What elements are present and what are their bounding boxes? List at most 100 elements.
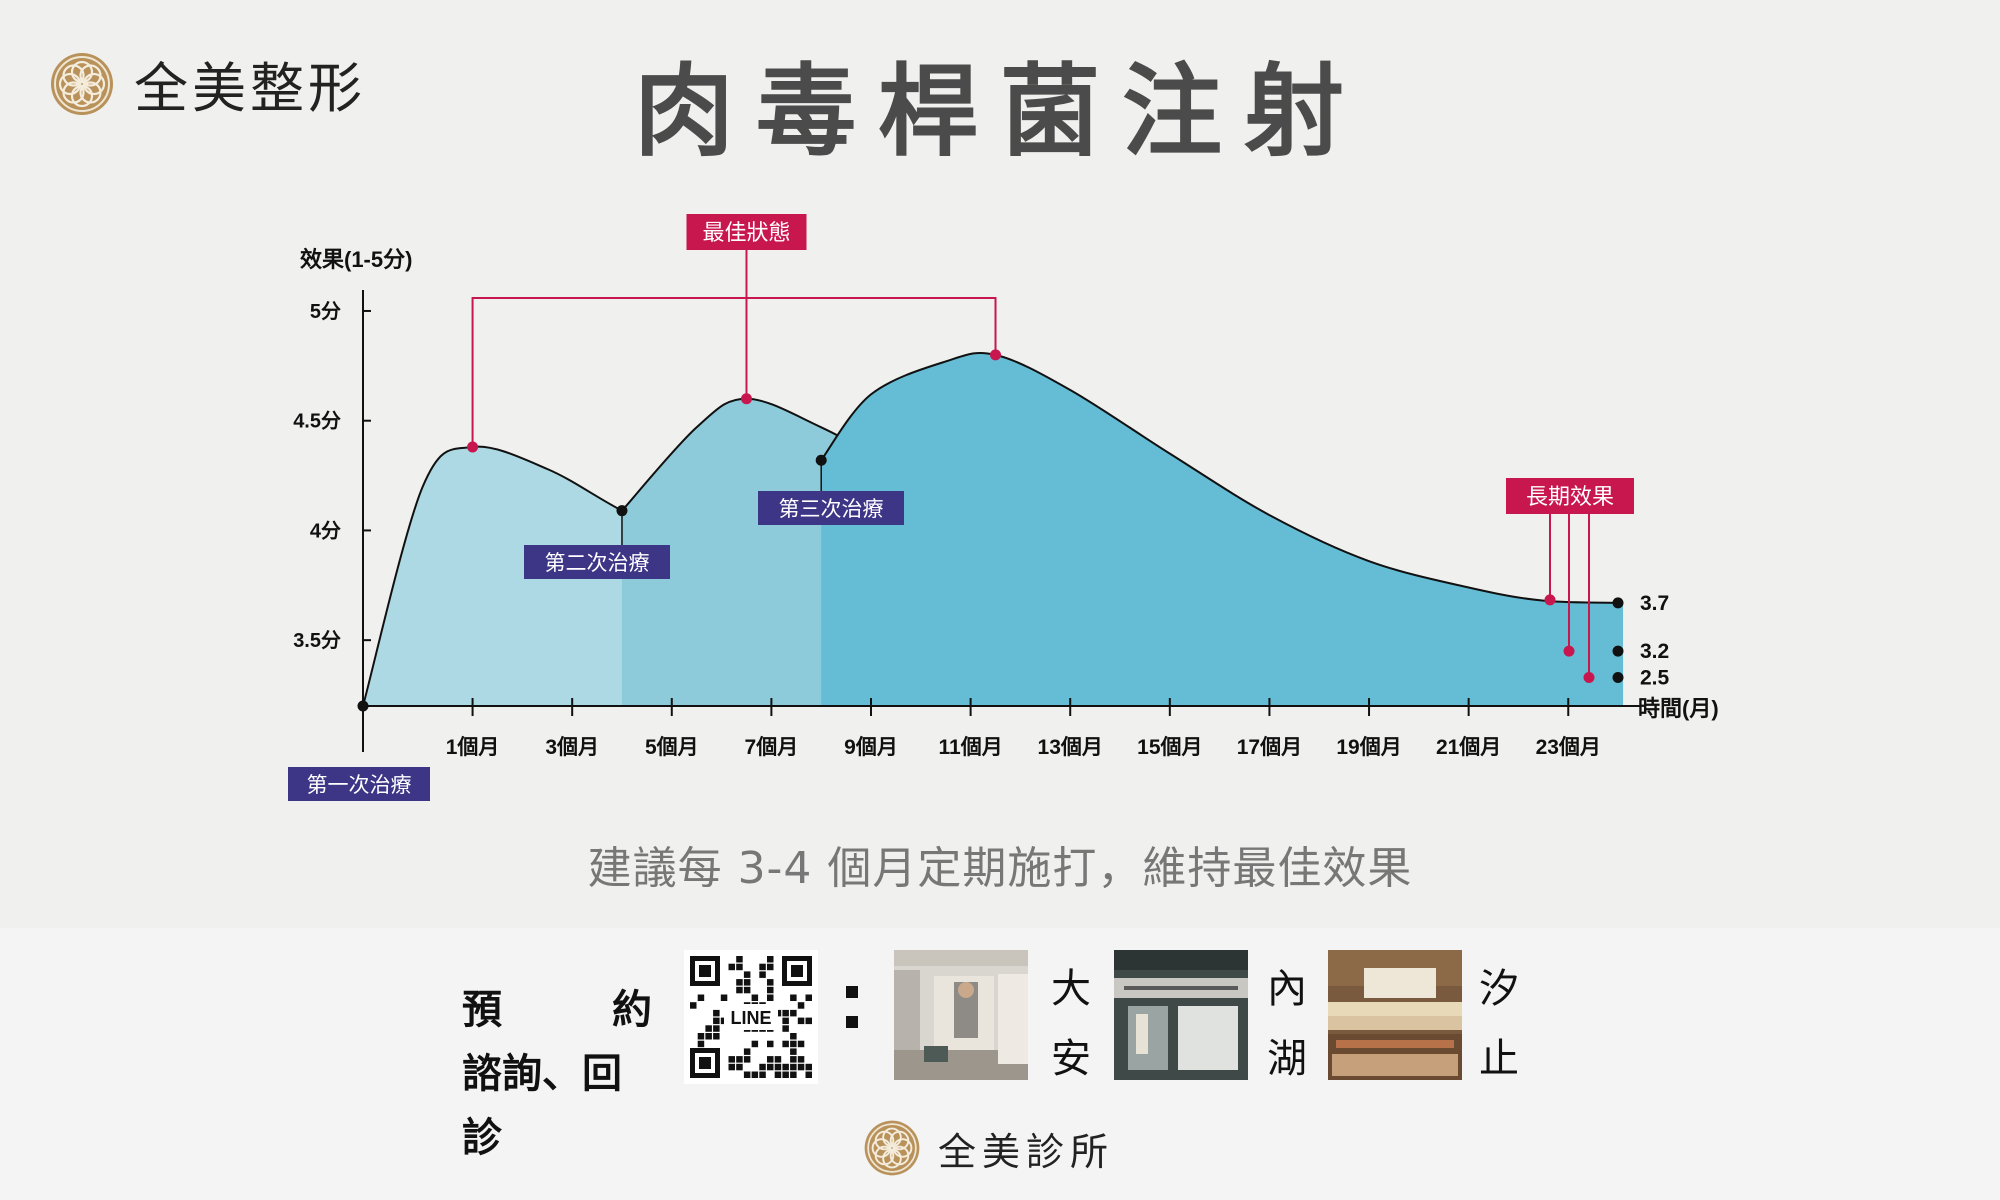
x-tick-label: 23個月 [1536,735,1601,759]
flower-medallion-icon [864,1120,920,1176]
qr-module [790,1063,797,1071]
photo-neihu-clinic [1114,950,1248,1080]
x-tick-label: 13個月 [1038,735,1103,759]
x-tick-label: 11個月 [939,735,1003,759]
long-term-point [1583,671,1595,683]
qr-module [713,1017,720,1025]
qr-module [767,1063,774,1071]
y-tick-label: 4.5分 [293,410,341,433]
qr-module [743,979,751,986]
page-title: 肉毒桿菌注射 [634,53,1366,170]
qr-module [767,986,774,994]
qr-module [690,1002,697,1009]
qr-module [743,1056,751,1063]
y-axis-label: 效果(1-5分) [300,247,412,272]
long-term-label-text: 長期效果 [1526,485,1614,510]
end-value-label: 3.2 [1640,640,1669,663]
x-tick-label: 1個月 [446,735,500,759]
footer-brand: 全美診所 [862,1118,1114,1178]
qr-module [774,1063,782,1071]
qr-module [805,1063,812,1071]
qr-module [790,1040,797,1048]
clinic-name: 全美診所 [938,1129,1115,1174]
peak-label-text: 最佳狀態 [702,221,790,246]
qr-module [743,986,751,994]
qr-module [767,963,774,971]
qr-module [728,1056,735,1063]
treatment-label-text: 第一次治療 [307,773,412,797]
qr-module [797,1063,805,1071]
peak-label: 最佳狀態 [686,214,807,250]
series-area-3 [821,352,1624,706]
qr-module [767,979,774,986]
photo-xizhi-clinic [1328,950,1462,1080]
qr-module [697,1033,705,1040]
qr-line-label: LINE [730,1008,771,1028]
treatment-label-box [524,545,670,579]
line-qr-code[interactable]: LINE [684,950,818,1084]
treatment-label-box [288,767,430,801]
qr-module [736,1063,743,1071]
location-daan-line2: 安 [1051,1036,1091,1082]
end-point [1612,671,1624,683]
qr-module [782,1040,789,1048]
treatment-label-1: 第一次治療 [288,767,430,801]
peak-bracket [471,297,997,448]
qr-module [797,1056,805,1063]
treatment-label-2: 第二次治療 [524,545,670,579]
qr-module [705,1025,712,1032]
cta-line-2: 諮詢、回診 [462,1051,622,1161]
x-tick-label: 7個月 [745,735,799,759]
location-daan: 大 安 [1046,954,1096,1094]
qr-module [797,1002,805,1009]
x-tick-label: 21個月 [1436,735,1501,759]
long-term-label-box [1506,478,1634,514]
end-value-label: 3.7 [1640,592,1669,615]
brand-name: 全美整形 [134,57,366,120]
peak-point [467,441,479,453]
qr-module [797,1017,805,1025]
qr-module [751,1040,759,1048]
qr-module [782,1009,789,1017]
qr-module [790,994,797,1001]
qr-module [751,1071,759,1078]
qr-module [805,1071,812,1078]
peak-point [740,393,752,405]
location-xizhi-line2: 止 [1479,1036,1519,1082]
end-value-label: 2.5 [1640,666,1670,689]
x-tick-label: 15個月 [1137,735,1202,759]
qr-module [736,986,743,994]
location-neihu: 內 湖 [1262,954,1312,1094]
treatment-label-text: 第三次治療 [779,497,884,521]
qr-module [767,1056,774,1063]
end-point [1612,645,1624,657]
x-tick-label: 9個月 [844,735,898,759]
end-point [1612,597,1624,609]
qr-module [782,1063,789,1071]
qr-module [743,1048,751,1055]
peak-label-box [686,214,807,250]
location-neihu-line1: 內 [1267,966,1307,1012]
treatment-label-3: 第三次治療 [758,491,904,525]
qr-module [728,1063,735,1071]
qr-module [759,963,766,971]
flower-medallion-icon [51,52,113,115]
booking-cta: 預 約 諮詢、回診 [462,978,652,1170]
qr-module [720,994,728,1001]
peak-point [990,349,1002,361]
qr-module [782,1071,789,1078]
qr-module [790,1048,797,1055]
qr-module [713,1025,720,1032]
x-tick-label: 19個月 [1336,735,1401,759]
qr-module [790,1056,797,1063]
x-tick-label: 17個月 [1237,735,1302,759]
qr-module [774,1056,782,1063]
qr-module [797,1040,805,1048]
colon-separator [846,980,858,1028]
location-xizhi: 汐 止 [1474,954,1524,1094]
qr-module [736,963,743,971]
cta-char-1: 預 [462,987,502,1033]
qr-module [790,1009,797,1017]
subtitle: 建議每 3-4 個月定期施打，維持最佳效果 [587,843,1413,894]
treatment-label-box [758,491,904,525]
